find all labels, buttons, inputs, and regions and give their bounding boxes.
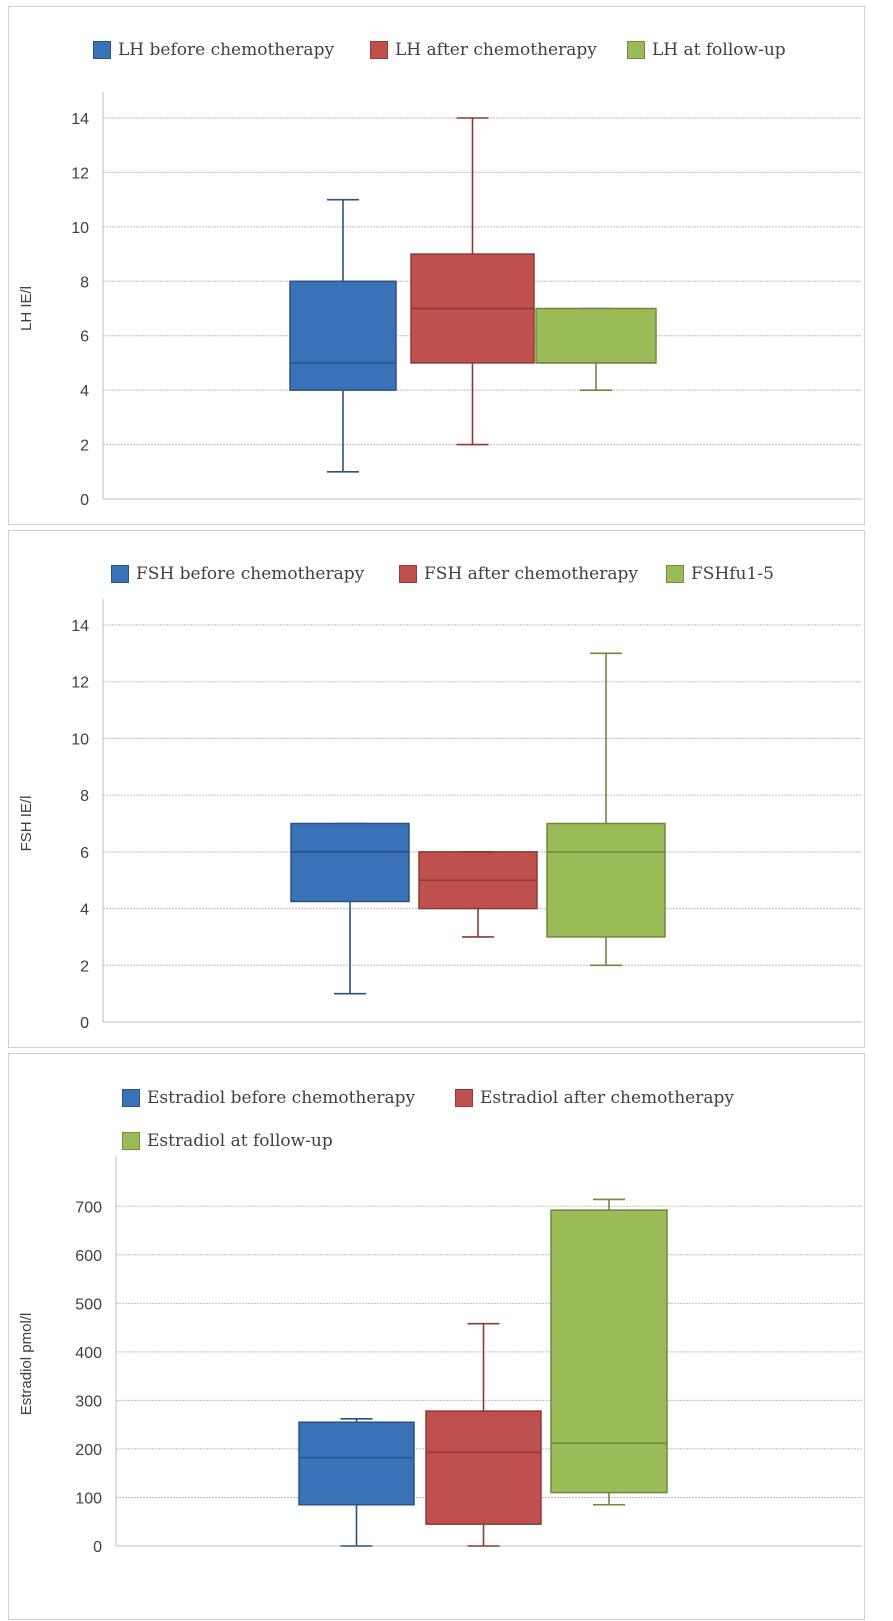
y-tick-label: 14 (71, 111, 89, 128)
y-tick-label: 200 (75, 1442, 102, 1459)
y-tick-label: 2 (80, 438, 89, 455)
box-iqr (425, 1410, 542, 1525)
y-tick-label: 12 (71, 165, 89, 182)
y-tick-label: 100 (75, 1490, 102, 1507)
y-tick-label: 0 (93, 1539, 102, 1556)
y-tick-label: 700 (75, 1199, 102, 1216)
y-axis-label: FSH IE/l (18, 796, 35, 852)
y-tick-label: 10 (71, 731, 89, 748)
y-tick-label: 14 (71, 618, 89, 635)
box-iqr (535, 307, 657, 364)
y-axis-label: Estradiol pmol/l (18, 1313, 35, 1416)
y-axis-label: LH IE/l (18, 286, 35, 331)
chart-plot-estradiol: 0 100 200 300 400 500 600 700 Estradiol pmol/l (18, 1156, 862, 1556)
box-iqr (290, 822, 410, 903)
y-tick-label: 0 (80, 1015, 89, 1032)
box-iqr (289, 280, 397, 391)
box-iqr (546, 822, 666, 938)
y-tick-label: 400 (75, 1345, 102, 1362)
y-tick-label: 8 (80, 788, 89, 805)
y-tick-label: 8 (80, 274, 89, 291)
chart-plot-fsh: 0 2 4 6 8 10 12 14 FSH IE/l (18, 599, 862, 1032)
y-tick-label: 500 (75, 1296, 102, 1313)
box-iqr (550, 1209, 668, 1494)
y-tick-label: 4 (80, 902, 89, 919)
chart-panel-lh: LH before chemotherapy LH after chemothe… (8, 6, 865, 525)
y-tick-label: 10 (71, 220, 89, 237)
chart-panel-fsh: FSH before chemotherapy FSH after chemot… (8, 530, 865, 1048)
y-tick-label: 6 (80, 329, 89, 346)
box-iqr (298, 1421, 415, 1506)
y-tick-label: 600 (75, 1248, 102, 1265)
y-tick-label: 0 (80, 492, 89, 509)
y-tick-label: 300 (75, 1393, 102, 1410)
chart-plot-lh: 0 2 4 6 8 10 12 14 LH IE/l (18, 92, 862, 509)
y-tick-label: 4 (80, 383, 89, 400)
y-tick-label: 2 (80, 958, 89, 975)
chart-panel-estradiol: Estradiol before chemotherapy Estradiol … (8, 1053, 865, 1620)
y-tick-label: 12 (71, 675, 89, 692)
y-tick-label: 6 (80, 845, 89, 862)
